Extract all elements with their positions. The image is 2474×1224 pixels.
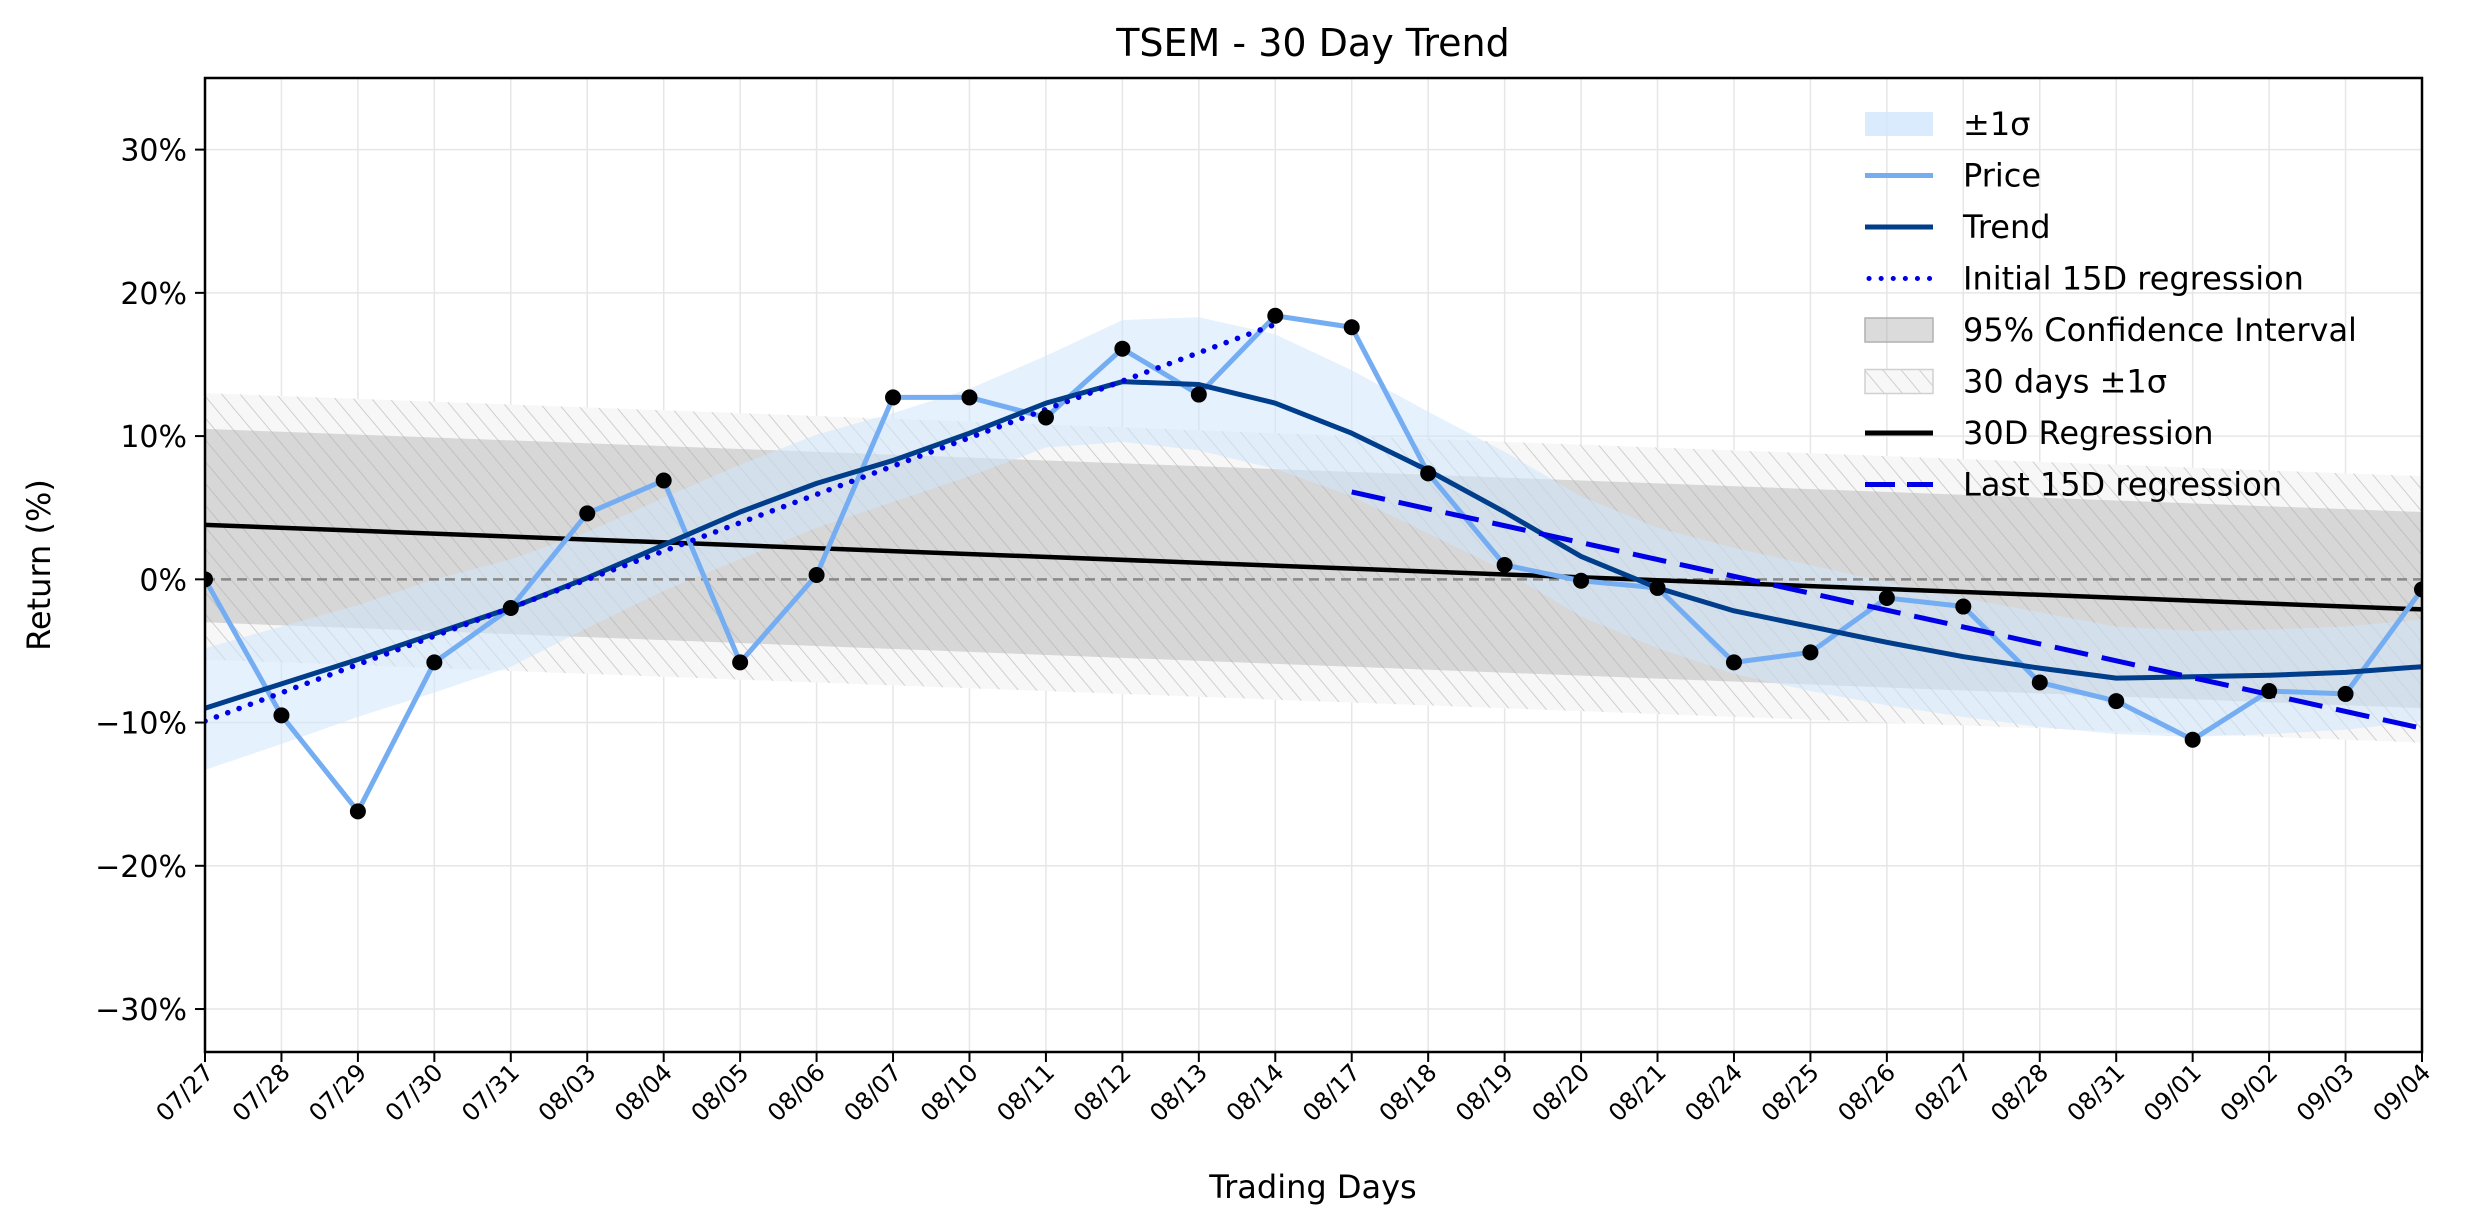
- legend-label: Last 15D regression: [1963, 466, 2282, 504]
- legend-item: 30 days ±1σ: [1864, 363, 2167, 401]
- price-point: [1496, 557, 1513, 573]
- price-point: [1267, 307, 1284, 324]
- legend-label: 95% Confidence Interval: [1963, 311, 2357, 349]
- plot-area: [205, 307, 2422, 820]
- plot-frame: [203, 76, 2424, 1054]
- x-axis-label: Trading Days: [1208, 1168, 1416, 1206]
- legend-label: ±1σ: [1963, 105, 2030, 143]
- price-point: [205, 571, 213, 588]
- price-point: [2414, 581, 2422, 598]
- price-point: [885, 389, 902, 406]
- y-tick-label: 30%: [120, 134, 187, 169]
- price-point: [961, 389, 978, 406]
- legend-swatch: [1864, 368, 1934, 395]
- y-tick-label: 0%: [139, 563, 187, 598]
- regression-30d-line: [205, 522, 2422, 612]
- legend-item: Initial 15D regression: [1866, 260, 2304, 298]
- regression-last-15d-line: [1351, 489, 2422, 731]
- legend-item: Last 15D regression: [1865, 466, 2282, 504]
- trend-line: [205, 379, 2422, 711]
- price-point: [1420, 465, 1437, 482]
- y-tick-label: −10%: [95, 707, 187, 742]
- price-point: [502, 599, 519, 616]
- legend-label: Trend: [1962, 208, 2051, 246]
- price-point: [2337, 685, 2354, 702]
- price-point: [655, 472, 672, 489]
- legend-swatch: [1865, 112, 1933, 136]
- price-point: [426, 654, 443, 671]
- y-axis: −30% −20% −10% 0% 10% 20% 30%: [95, 134, 205, 1028]
- price-point: [349, 803, 366, 820]
- price-point: [1037, 409, 1054, 426]
- legend-label: 30D Regression: [1963, 414, 2214, 452]
- price-point: [1114, 340, 1131, 357]
- price-point: [2031, 674, 2048, 691]
- legend-item: 30D Regression: [1865, 414, 2214, 452]
- y-tick-label: 10%: [120, 420, 187, 455]
- price-line: [205, 313, 2422, 814]
- legend-item: Price: [1865, 157, 2041, 195]
- price-point: [732, 654, 749, 671]
- legend-item: 95% Confidence Interval: [1864, 311, 2357, 349]
- price-point: [1190, 386, 1207, 403]
- price-point: [273, 707, 290, 724]
- price-point: [2184, 731, 2201, 748]
- price-point: [2261, 683, 2278, 700]
- price-point: [579, 505, 596, 522]
- y-tick-label: 20%: [120, 277, 187, 312]
- y-tick-label: −20%: [95, 850, 187, 885]
- price-point: [1955, 598, 1972, 615]
- y-axis-label: Return (%): [20, 479, 58, 651]
- chart-title: TSEM - 30 Day Trend: [1115, 21, 1510, 65]
- legend: ±1σ Price Trend Initial 15D regression 95% C…: [1864, 105, 2357, 504]
- price-point: [2108, 693, 2125, 710]
- price-point: [1725, 654, 1742, 671]
- band-sigma: [205, 317, 2422, 770]
- legend-label: Price: [1963, 157, 2041, 195]
- price-point: [1802, 644, 1819, 661]
- price-point: [1649, 579, 1666, 596]
- price-point: [808, 567, 825, 584]
- price-point: [1573, 572, 1590, 589]
- legend-label: Initial 15D regression: [1963, 260, 2304, 298]
- legend-item: Trend: [1865, 208, 2051, 246]
- legend-item: ±1σ: [1865, 105, 2030, 143]
- legend-swatch: [1864, 317, 1934, 343]
- y-tick-label: −30%: [95, 993, 187, 1028]
- legend-label: 30 days ±1σ: [1963, 363, 2167, 401]
- regression-initial-15d-line: [205, 321, 1279, 724]
- price-point: [1343, 319, 1360, 336]
- price-point: [1878, 589, 1895, 606]
